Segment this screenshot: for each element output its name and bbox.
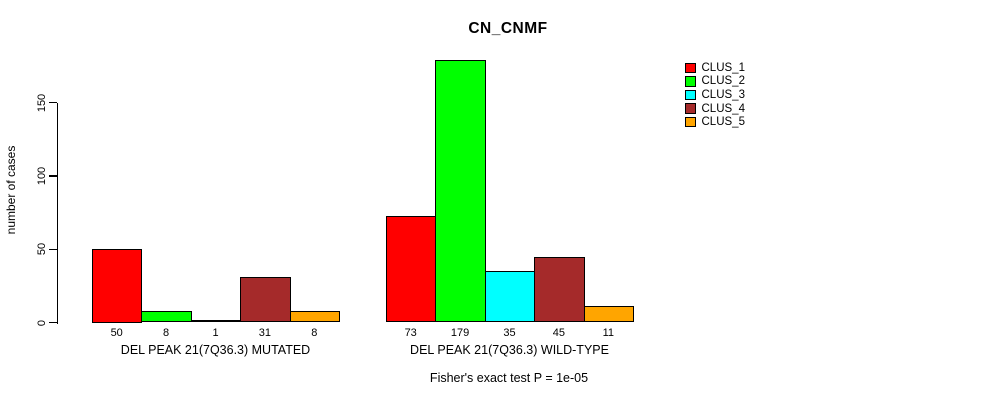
bar-value-label: 11 [602, 327, 615, 339]
x-group-label: DEL PEAK 21(7Q36.3) MUTATED [120, 342, 311, 357]
bar [534, 256, 585, 323]
legend-swatch [685, 116, 696, 128]
bar-value-label: 179 [450, 327, 470, 339]
footnote: Fisher's exact test P = 1e-05 [429, 371, 589, 385]
y-axis-tick [49, 248, 57, 250]
bar [190, 320, 242, 323]
bar [240, 277, 291, 323]
bar [289, 310, 340, 323]
bar [583, 306, 634, 323]
bar-value-label: 73 [404, 327, 417, 339]
y-tick-label: 150 [36, 93, 48, 112]
y-axis-tick [49, 321, 57, 324]
bar-value-label: 8 [163, 327, 170, 339]
y-axis-line [56, 102, 58, 324]
chart-title: CN_CNMF [468, 20, 548, 37]
bar [484, 271, 536, 323]
bar-value-label: 8 [311, 327, 318, 339]
bar-value-label: 35 [503, 327, 516, 339]
y-axis-title: number of cases [4, 145, 18, 235]
bar [141, 310, 192, 323]
legend-item: CLUS_2 [685, 75, 745, 89]
legend-label: CLUS_5 [701, 116, 745, 129]
legend-item: CLUS_3 [685, 88, 745, 102]
legend-swatch [685, 62, 696, 74]
legend-label: CLUS_4 [701, 102, 745, 115]
legend-label: CLUS_3 [701, 88, 745, 101]
bar-value-label: 1 [212, 327, 219, 339]
bar [92, 249, 143, 323]
legend-item: CLUS_1 [685, 61, 745, 75]
y-tick-label: 50 [36, 243, 48, 256]
legend-item: CLUS_4 [685, 102, 745, 116]
bar [386, 215, 437, 323]
y-axis-tick [49, 102, 57, 104]
y-tick-label: 0 [36, 319, 48, 326]
legend-swatch [685, 103, 696, 114]
legend-item: CLUS_5 [685, 115, 745, 129]
y-axis-tick [49, 175, 57, 177]
bar-value-label: 45 [552, 327, 566, 339]
legend-swatch [685, 89, 696, 101]
bar-value-label: 50 [110, 327, 123, 339]
legend: CLUS_1 CLUS_2 CLUS_3 CLUS_4 CLUS_5 [685, 61, 745, 129]
legend-swatch [685, 76, 696, 87]
legend-label: CLUS_2 [701, 75, 745, 88]
legend-label: CLUS_1 [701, 61, 745, 74]
bar-value-label: 31 [258, 327, 272, 339]
y-tick-label: 100 [36, 166, 48, 186]
x-group-label: DEL PEAK 21(7Q36.3) WILD-TYPE [410, 342, 609, 357]
bar [435, 60, 486, 323]
